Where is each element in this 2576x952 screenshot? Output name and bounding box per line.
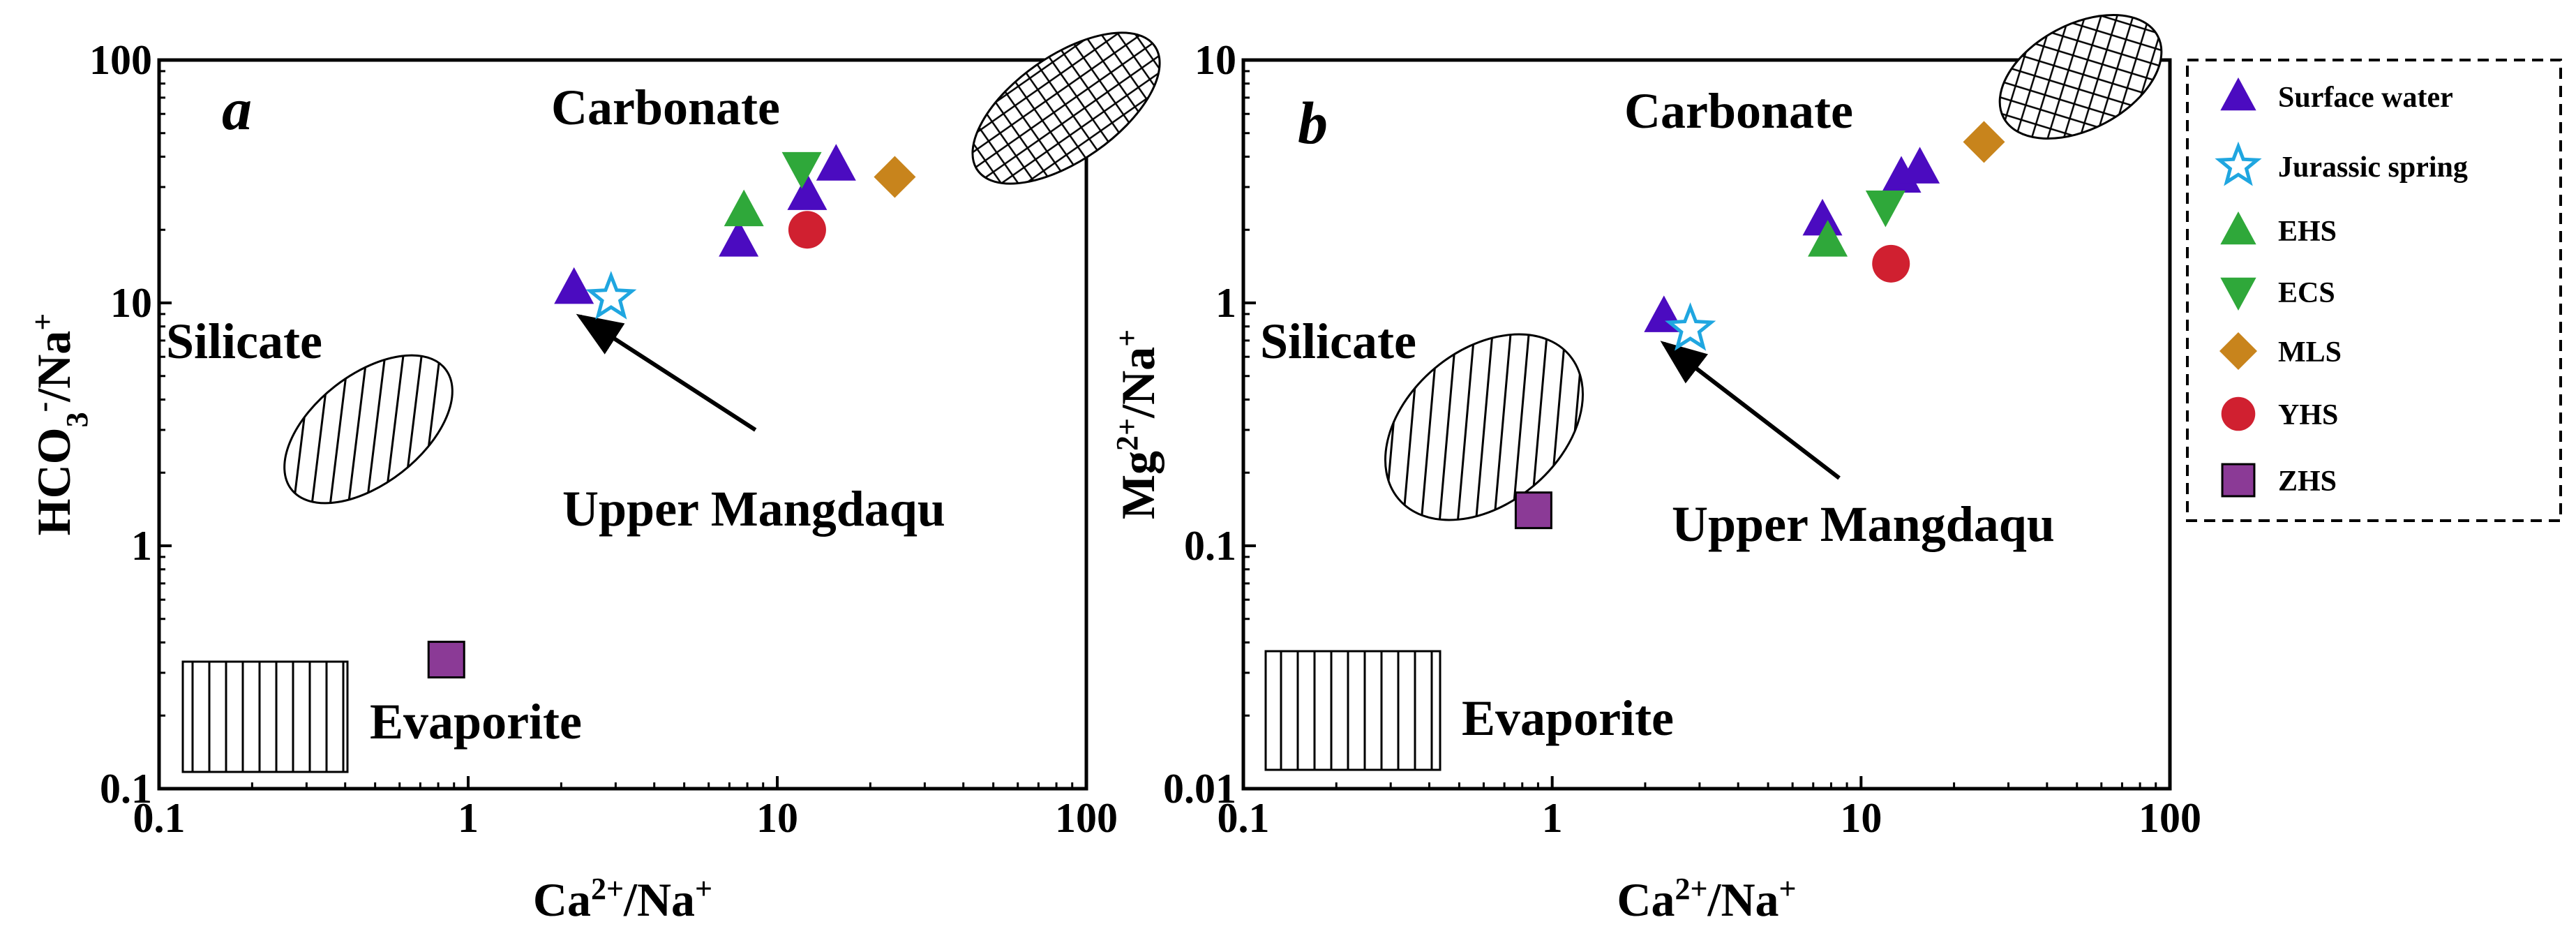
y-axis-label-mid: /Na bbox=[27, 331, 80, 403]
x-tick-label: 0.1 bbox=[133, 795, 186, 841]
x-axis-label-sup: + bbox=[695, 872, 712, 906]
legend-marker-ehs bbox=[2220, 211, 2256, 245]
legend-marker-surface-water bbox=[2220, 77, 2256, 111]
x-axis-label-sup: + bbox=[1779, 872, 1797, 906]
y-tick-label: 1 bbox=[1215, 280, 1236, 326]
legend-marker-ecs bbox=[2220, 277, 2256, 311]
y-tick-label: 100 bbox=[89, 37, 152, 83]
x-tick-label: 100 bbox=[2139, 795, 2201, 841]
annotation-label: Upper Mangdaqu bbox=[1672, 496, 2055, 552]
x-tick-label: 1 bbox=[1542, 795, 1563, 841]
legend-box bbox=[2186, 59, 2562, 522]
x-axis-label: Ca2+/Na+ bbox=[533, 872, 712, 927]
data-point-ecs bbox=[1865, 191, 1905, 228]
panel-letter: a bbox=[222, 75, 252, 142]
data-point-zhs bbox=[1514, 491, 1552, 530]
x-tick-label: 1 bbox=[458, 795, 479, 841]
legend-marker-yhs bbox=[2221, 396, 2256, 431]
carbonate-region bbox=[971, 31, 1161, 185]
y-tick-label: 1 bbox=[131, 523, 152, 569]
evaporite-region bbox=[181, 660, 349, 773]
legend-label: EHS bbox=[2278, 216, 2337, 248]
data-point-surface-water bbox=[816, 144, 856, 181]
data-point-surface-water bbox=[719, 220, 759, 257]
data-point-surface-water bbox=[554, 267, 594, 304]
x-tick-label: 100 bbox=[1055, 795, 1118, 841]
x-tick-label: 10 bbox=[1840, 795, 1882, 841]
legend-label: YHS bbox=[2278, 399, 2338, 431]
data-point-jurassic-spring bbox=[1665, 302, 1716, 351]
evaporite-label: Evaporite bbox=[370, 694, 582, 750]
y-axis-label-sub: 3 bbox=[60, 412, 94, 427]
y-axis-label: HCO3-/Na+ bbox=[26, 313, 94, 536]
data-point-surface-water bbox=[1802, 198, 1843, 236]
silicate-label: Silicate bbox=[166, 313, 322, 369]
y-axis-label: Mg2+/Na+ bbox=[1110, 329, 1165, 519]
silicate-label: Silicate bbox=[1260, 313, 1416, 369]
x-axis-label: Ca2+/Na+ bbox=[1617, 872, 1796, 927]
legend-label: Jurassic spring bbox=[2278, 151, 2468, 184]
data-point-mls bbox=[1963, 121, 2005, 163]
data-point-zhs bbox=[427, 641, 465, 679]
silicate-region bbox=[1384, 333, 1584, 521]
legend-marker-mls bbox=[2219, 332, 2257, 370]
silicate-region bbox=[283, 354, 454, 505]
y-axis-label-main: HCO bbox=[27, 427, 80, 535]
y-axis-label-main: Mg bbox=[1111, 451, 1165, 519]
legend-label: MLS bbox=[2278, 336, 2342, 369]
data-point-ehs bbox=[1808, 220, 1848, 257]
y-tick-label: 0.1 bbox=[100, 766, 152, 812]
data-point-surface-water bbox=[1881, 156, 1922, 193]
annotation-arrow bbox=[1660, 341, 1841, 480]
annotation-arrow bbox=[576, 313, 757, 432]
legend-label: Surface water bbox=[2278, 82, 2453, 114]
y-tick-label: 0.1 bbox=[1184, 523, 1236, 569]
y-axis-label-sup: + bbox=[26, 313, 60, 331]
y-tick-label: 10 bbox=[1195, 37, 1236, 83]
plot-frame bbox=[157, 58, 1088, 791]
plot-frame bbox=[1241, 58, 2172, 791]
legend: Surface water Jurassic spring EHS ECS MLS YHS… bbox=[2186, 59, 2562, 522]
data-point-surface-water bbox=[1900, 147, 1940, 184]
x-axis-label-sup: 2+ bbox=[591, 872, 624, 906]
evaporite-region bbox=[1264, 650, 1441, 771]
y-axis-label-mid: /Na bbox=[1111, 347, 1165, 419]
x-tick-label: 0.1 bbox=[1218, 795, 1270, 841]
x-axis-label-mid: /Na bbox=[1707, 873, 1779, 926]
y-axis-label-sup: 2+ bbox=[1110, 418, 1144, 451]
y-tick-label: 10 bbox=[110, 280, 152, 326]
data-point-ecs bbox=[781, 151, 822, 189]
legend-label: ECS bbox=[2278, 277, 2335, 309]
data-point-yhs bbox=[1872, 244, 1910, 283]
annotation-label: Upper Mangdaqu bbox=[562, 481, 945, 537]
y-axis-label-sup: - bbox=[26, 402, 60, 412]
data-point-mls bbox=[874, 156, 916, 198]
data-point-jurassic-spring bbox=[585, 271, 637, 320]
data-point-yhs bbox=[788, 211, 826, 249]
legend-marker-jurassic-spring bbox=[2215, 141, 2262, 186]
x-axis-label-main: Ca bbox=[533, 873, 591, 926]
carbonate-label: Carbonate bbox=[1624, 83, 1853, 139]
carbonate-region bbox=[1998, 14, 2163, 140]
panel-letter: b bbox=[1298, 89, 1328, 156]
y-tick-label: 0.01 bbox=[1163, 766, 1236, 812]
x-axis-label-mid: /Na bbox=[623, 873, 695, 926]
legend-label: ZHS bbox=[2278, 466, 2337, 498]
legend-marker-zhs bbox=[2221, 463, 2256, 498]
evaporite-label: Evaporite bbox=[1462, 690, 1674, 746]
data-point-surface-water bbox=[787, 173, 828, 210]
x-axis-label-main: Ca bbox=[1617, 873, 1675, 926]
x-tick-label: 10 bbox=[756, 795, 798, 841]
data-point-ehs bbox=[724, 189, 764, 227]
x-axis-label-sup: 2+ bbox=[1675, 872, 1707, 906]
y-axis-label-sup: + bbox=[1110, 329, 1144, 347]
carbonate-label: Carbonate bbox=[551, 80, 780, 135]
